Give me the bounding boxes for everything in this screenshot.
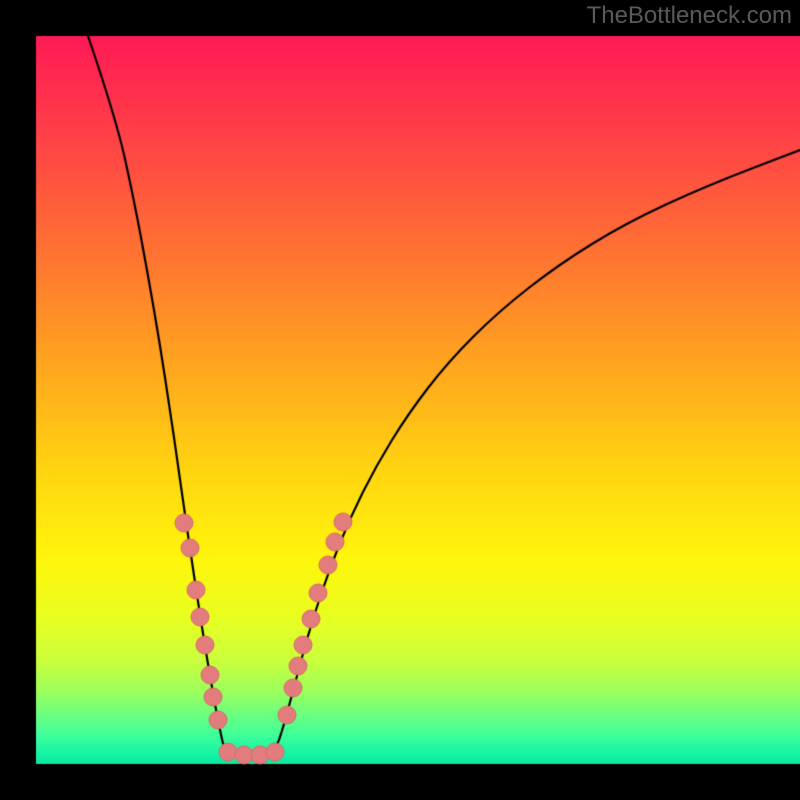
- chart-stage: TheBottleneck.com: [0, 0, 800, 800]
- bottleneck-chart-canvas: [0, 0, 800, 800]
